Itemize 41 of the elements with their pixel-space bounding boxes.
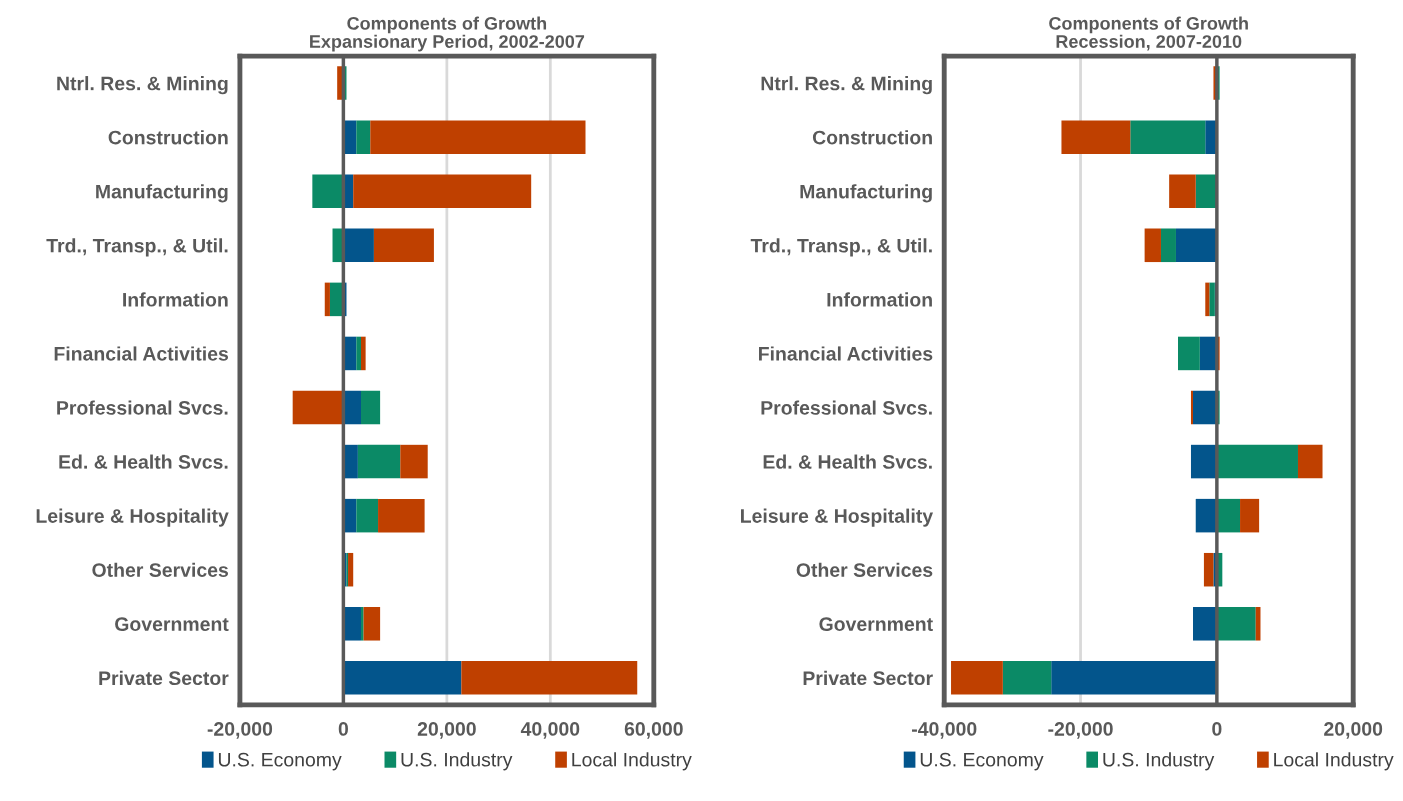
y-tick-label: Information: [123, 292, 228, 307]
chart-title: Components of Growth Recession, 2007-2010: [1049, 16, 1248, 51]
x-tick-label: 60,000: [624, 722, 683, 739]
y-tick-label: Manufacturing: [800, 184, 932, 203]
y-tick-label: Professional Svcs.: [761, 400, 932, 415]
y-tick-label: Manufacturing: [96, 184, 228, 203]
y-tick-label: Private Sector: [803, 670, 933, 686]
legend-label: Local Industry: [572, 752, 692, 771]
y-tick-label: Ntrl. Res. & Mining: [761, 76, 932, 95]
y-tick-label: Trd., Transp., & Util.: [46, 238, 228, 257]
legend-label: U.S. Industry: [1103, 752, 1215, 771]
y-tick-label: Other Services: [796, 562, 933, 577]
x-tick-label: 20,000: [1324, 722, 1383, 739]
x-tick-label: -40,000: [912, 722, 977, 739]
x-tick-label: 0: [1212, 722, 1222, 736]
legend-label: U.S. Economy: [920, 752, 1044, 771]
x-tick-label: 40,000: [520, 722, 580, 739]
y-tick-label: Professional Svcs.: [57, 400, 228, 415]
y-tick-label: Ntrl. Res. & Mining: [57, 76, 228, 95]
y-tick-label: Other Services: [92, 562, 229, 577]
y-tick-label: Construction: [812, 130, 932, 145]
y-tick-label: Government: [115, 617, 229, 632]
legend-label: Local Industry: [1274, 752, 1394, 771]
y-tick-label: Financial Activities: [759, 346, 933, 361]
y-tick-label: Ed. & Health Svcs.: [763, 454, 932, 469]
y-tick-label: Private Sector: [99, 670, 229, 686]
x-tick-label: 20,000: [417, 722, 476, 739]
x-tick-label: -20,000: [207, 722, 273, 739]
legend-label: U.S. Economy: [218, 752, 342, 771]
chart-title: Components of Growth Expansionary Period, 2002-2007: [310, 16, 585, 52]
y-tick-label: Ed. & Health Svcs.: [59, 454, 228, 469]
x-tick-label: -20,000: [1048, 722, 1113, 739]
y-tick-label: Trd., Transp., & Util.: [750, 238, 932, 257]
x-tick-label: 0: [338, 722, 348, 736]
y-tick-label: Financial Activities: [54, 346, 229, 361]
y-tick-label: Leisure & Hospitality: [36, 508, 229, 527]
y-tick-label: Information: [827, 292, 932, 307]
y-tick-label: Leisure & Hospitality: [741, 508, 934, 527]
y-tick-label: Construction: [108, 130, 228, 145]
y-tick-label: Government: [819, 617, 933, 632]
legend-label: U.S. Industry: [401, 752, 513, 771]
